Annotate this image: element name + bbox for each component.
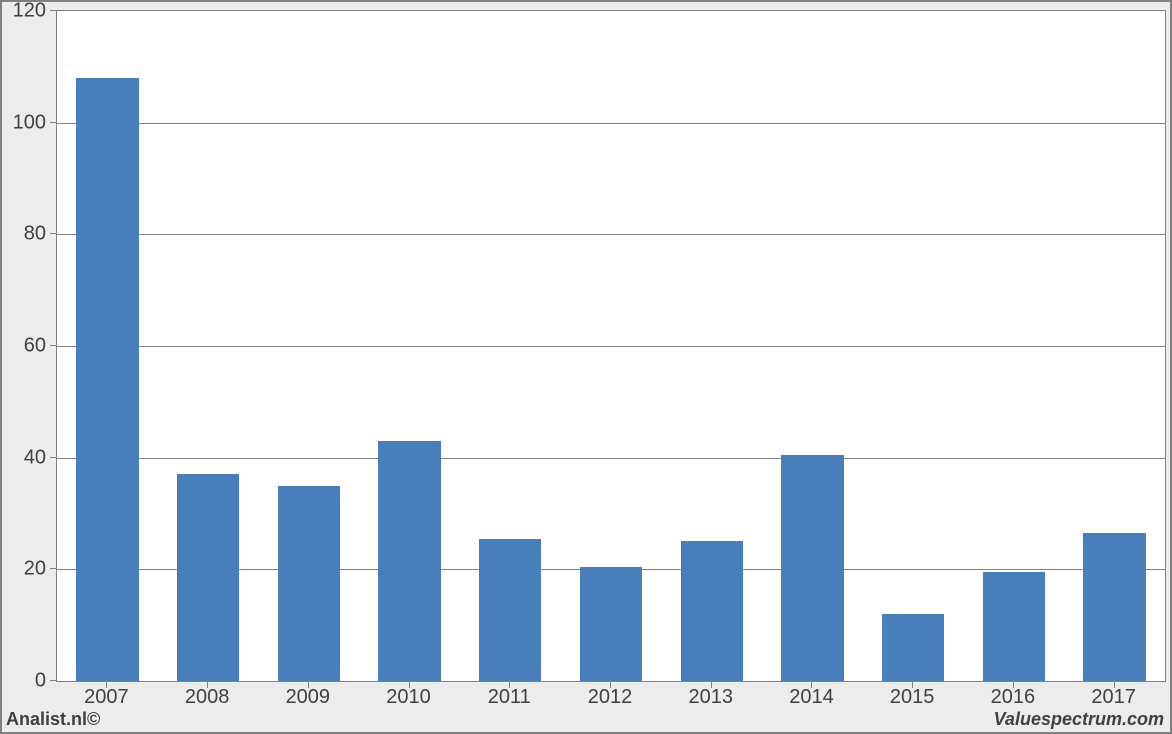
x-axis-label: 2009 xyxy=(286,686,331,709)
x-axis-label: 2011 xyxy=(488,686,531,709)
x-tick-mark xyxy=(1114,682,1115,688)
y-tick-mark xyxy=(50,457,56,458)
chart-frame: Analist.nl© Valuespectrum.com 0 20 40 60 80 1… xyxy=(0,0,1172,734)
bar xyxy=(76,78,138,681)
x-tick-mark xyxy=(106,682,107,688)
x-axis-label: 2014 xyxy=(789,686,834,709)
bar xyxy=(1083,533,1145,681)
bar xyxy=(479,539,541,681)
bar xyxy=(882,614,944,681)
y-axis-label: 60 xyxy=(2,335,46,358)
x-axis-label: 2015 xyxy=(890,686,935,709)
x-tick-mark xyxy=(610,682,611,688)
x-axis-label: 2012 xyxy=(588,686,633,709)
y-tick-mark xyxy=(50,680,56,681)
y-axis-label: 120 xyxy=(2,0,46,23)
gridline xyxy=(57,346,1165,347)
x-tick-mark xyxy=(207,682,208,688)
bar xyxy=(983,572,1045,681)
x-tick-mark xyxy=(1013,682,1014,688)
y-axis-label: 80 xyxy=(2,223,46,246)
footer-left: Analist.nl© xyxy=(6,709,100,730)
plot-area xyxy=(56,10,1166,682)
y-axis-label: 100 xyxy=(2,111,46,134)
gridline xyxy=(57,123,1165,124)
y-axis-label: 0 xyxy=(2,670,46,693)
y-tick-mark xyxy=(50,10,56,11)
x-tick-mark xyxy=(308,682,309,688)
y-tick-mark xyxy=(50,233,56,234)
y-axis-label: 40 xyxy=(2,446,46,469)
bar xyxy=(177,474,239,681)
x-axis-label: 2008 xyxy=(185,686,230,709)
bar xyxy=(781,455,843,681)
x-tick-mark xyxy=(711,682,712,688)
bar xyxy=(580,567,642,681)
bar xyxy=(681,541,743,681)
x-tick-mark xyxy=(509,682,510,688)
bar xyxy=(278,486,340,681)
x-tick-mark xyxy=(912,682,913,688)
x-axis-label: 2017 xyxy=(1091,686,1136,709)
x-axis-label: 2013 xyxy=(688,686,733,709)
bar xyxy=(378,441,440,681)
x-axis-label: 2010 xyxy=(386,686,431,709)
gridline xyxy=(57,458,1165,459)
x-tick-mark xyxy=(811,682,812,688)
gridline xyxy=(57,234,1165,235)
y-tick-mark xyxy=(50,345,56,346)
y-tick-mark xyxy=(50,568,56,569)
y-axis-label: 20 xyxy=(2,558,46,581)
y-tick-mark xyxy=(50,122,56,123)
footer-right: Valuespectrum.com xyxy=(994,709,1164,730)
x-axis-label: 2007 xyxy=(84,686,129,709)
x-tick-mark xyxy=(409,682,410,688)
x-axis-label: 2016 xyxy=(991,686,1036,709)
